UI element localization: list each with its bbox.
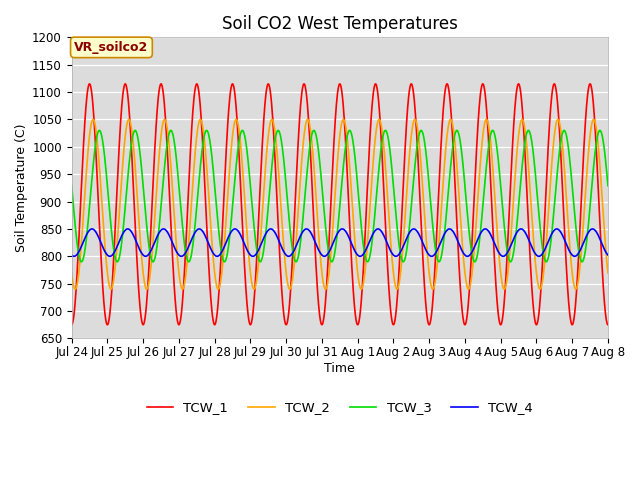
TCW_4 xyxy=(131,236,139,241)
TCW_3 xyxy=(346,128,353,133)
TCW_2 xyxy=(89,117,97,122)
Title: Soil CO2 West Temperatures: Soil CO2 West Temperatures xyxy=(222,15,458,33)
TCW_1 xyxy=(586,81,594,87)
TCW_4 xyxy=(373,227,381,232)
Line: TCW_1: TCW_1 xyxy=(72,84,608,325)
TCW_3 xyxy=(316,161,324,167)
TCW_2 xyxy=(132,171,140,177)
TCW_1 xyxy=(316,315,324,321)
Line: TCW_3: TCW_3 xyxy=(72,131,608,262)
TCW_4 xyxy=(307,229,314,235)
TCW_3 xyxy=(295,249,303,255)
TCW_3 xyxy=(131,128,139,133)
TCW_2 xyxy=(68,270,76,276)
TCW_4 xyxy=(499,253,507,259)
TCW_3 xyxy=(364,259,371,264)
TCW_1 xyxy=(109,265,117,271)
TCW_1 xyxy=(307,146,314,152)
TCW_2 xyxy=(307,131,315,137)
Legend: TCW_1, TCW_2, TCW_3, TCW_4: TCW_1, TCW_2, TCW_3, TCW_4 xyxy=(141,396,538,420)
TCW_4 xyxy=(604,252,612,258)
TCW_3 xyxy=(604,183,612,189)
TCW_4 xyxy=(109,251,117,257)
TCW_4 xyxy=(517,226,525,232)
TCW_2 xyxy=(374,120,381,126)
TCW_2 xyxy=(110,276,118,281)
TCW_4 xyxy=(68,252,76,258)
Line: TCW_2: TCW_2 xyxy=(72,120,608,289)
TCW_1 xyxy=(295,122,303,128)
TCW_1 xyxy=(131,217,139,223)
TCW_2 xyxy=(296,183,304,189)
TCW_3 xyxy=(374,180,381,186)
Y-axis label: Soil Temperature (C): Soil Temperature (C) xyxy=(15,124,28,252)
TCW_4 xyxy=(295,236,303,241)
TCW_1 xyxy=(373,84,381,90)
TCW_3 xyxy=(109,242,117,248)
TCW_1 xyxy=(604,322,612,328)
X-axis label: Time: Time xyxy=(324,362,355,375)
TCW_3 xyxy=(68,183,76,189)
TCW_2 xyxy=(317,257,324,263)
TCW_2 xyxy=(72,286,79,292)
TCW_2 xyxy=(604,270,612,276)
TCW_4 xyxy=(316,250,324,255)
TCW_3 xyxy=(307,140,314,146)
Text: VR_soilco2: VR_soilco2 xyxy=(74,41,148,54)
Line: TCW_4: TCW_4 xyxy=(72,229,608,256)
TCW_1 xyxy=(68,322,76,328)
